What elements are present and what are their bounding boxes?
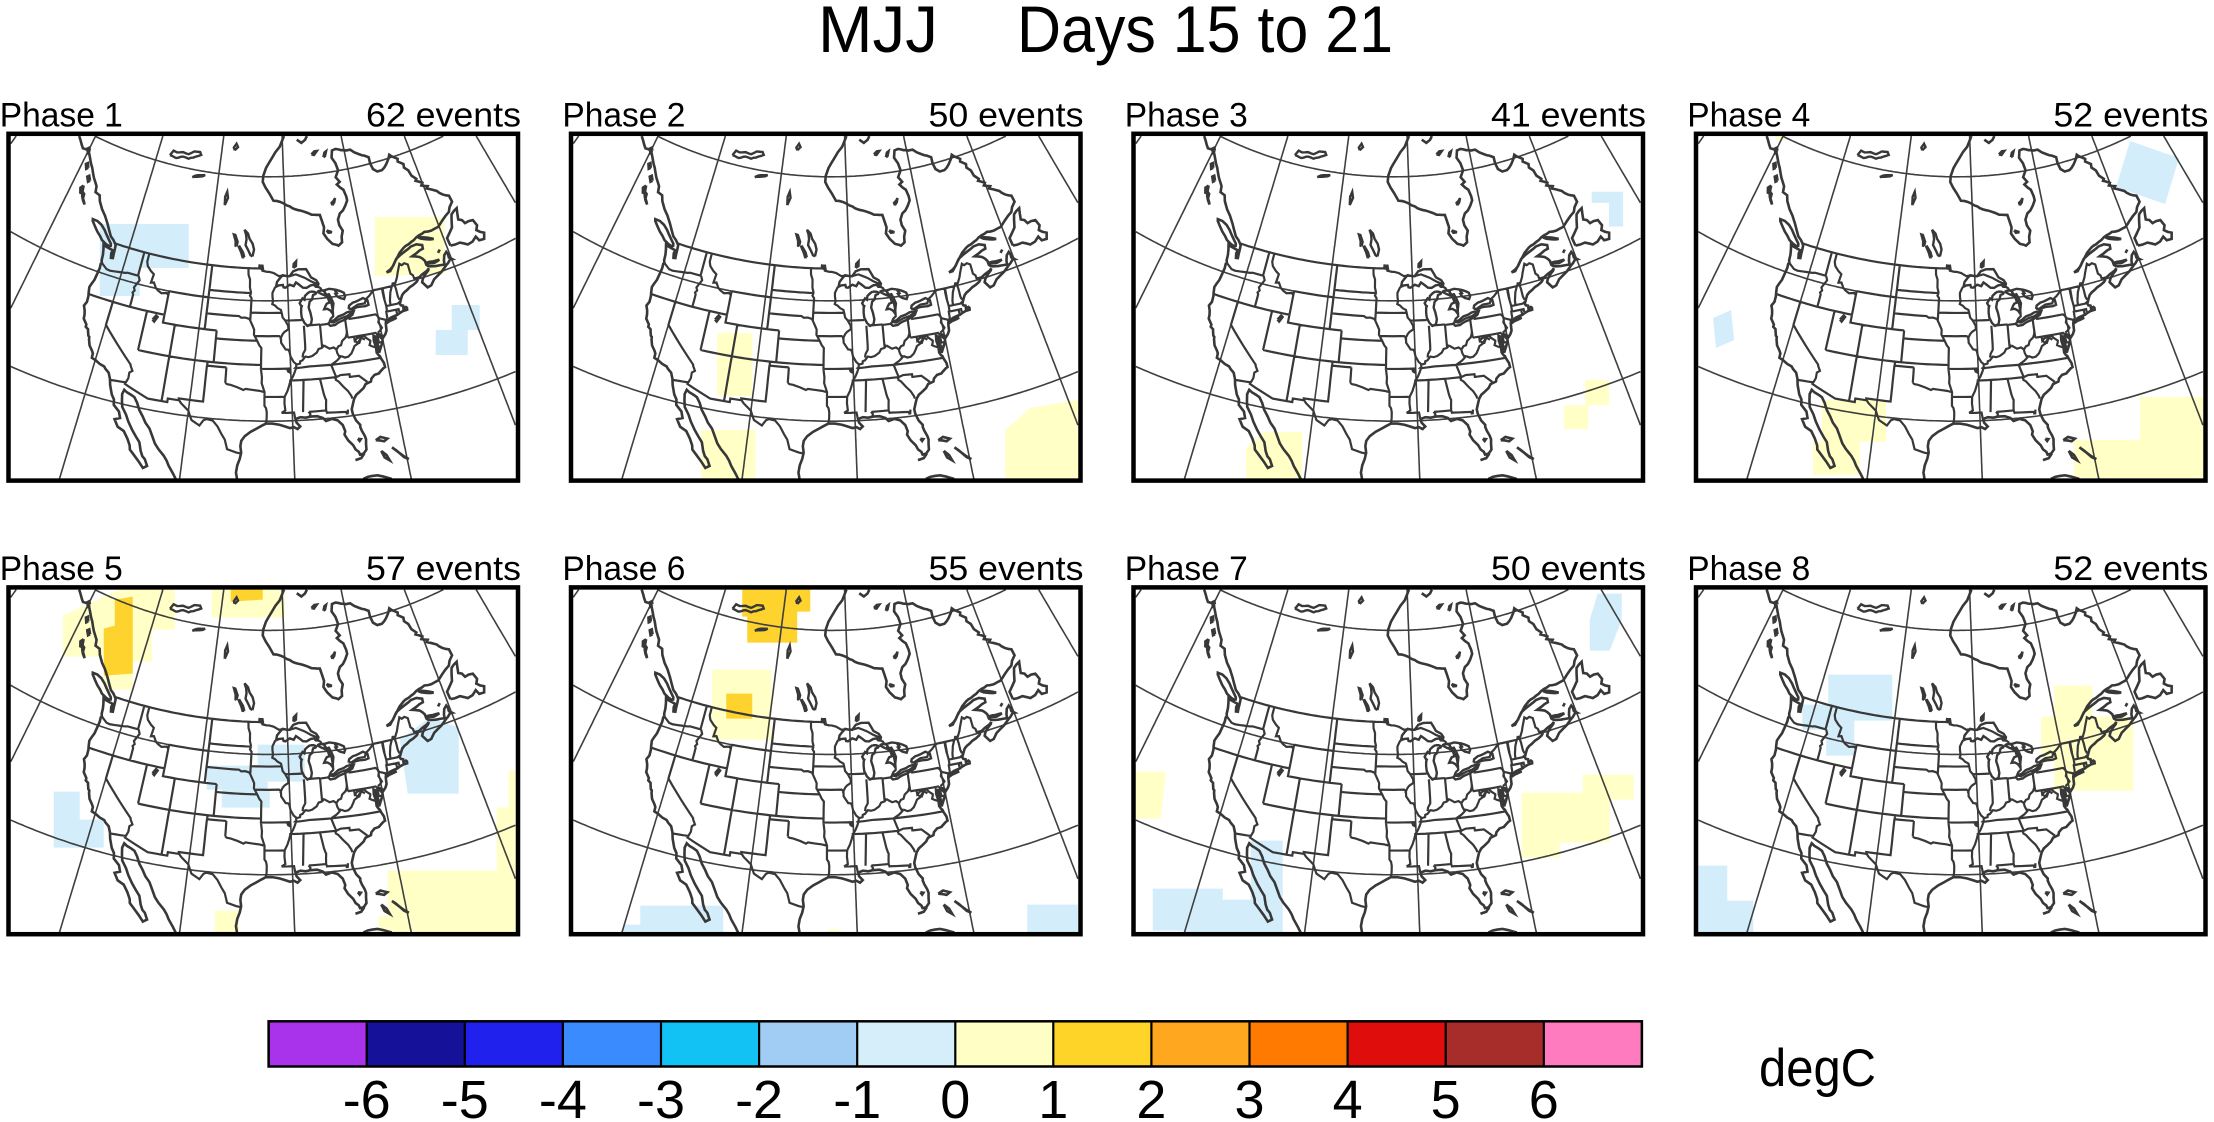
svg-text:Days 15 to 21: Days 15 to 21 (1017, 0, 1393, 66)
svg-text:5: 5 (1431, 1070, 1461, 1122)
svg-text:52 events: 52 events (2053, 550, 2208, 588)
svg-text:-5: -5 (441, 1070, 489, 1122)
svg-text:6: 6 (1529, 1070, 1559, 1122)
svg-text:-1: -1 (833, 1070, 881, 1122)
svg-text:-4: -4 (539, 1070, 587, 1122)
svg-text:-6: -6 (343, 1070, 391, 1122)
svg-text:4: 4 (1333, 1070, 1363, 1122)
svg-text:62 events: 62 events (366, 97, 521, 135)
svg-text:-3: -3 (637, 1070, 685, 1122)
svg-text:52 events: 52 events (2053, 97, 2208, 135)
svg-text:Phase 3: Phase 3 (1125, 97, 1248, 135)
svg-text:Phase 7: Phase 7 (1125, 550, 1248, 588)
svg-text:41 events: 41 events (1491, 97, 1646, 135)
svg-text:Phase 6: Phase 6 (562, 550, 685, 588)
svg-text:degC: degC (1759, 1039, 1876, 1098)
svg-text:57 events: 57 events (366, 550, 521, 588)
svg-text:Phase 4: Phase 4 (1687, 97, 1810, 135)
svg-text:-2: -2 (735, 1070, 783, 1122)
svg-text:55 events: 55 events (929, 550, 1084, 588)
svg-text:Phase 5: Phase 5 (0, 550, 123, 588)
svg-text:0: 0 (940, 1070, 970, 1122)
svg-text:Phase 2: Phase 2 (562, 97, 685, 135)
svg-text:1: 1 (1038, 1070, 1068, 1122)
svg-text:Phase 1: Phase 1 (0, 97, 123, 135)
svg-text:3: 3 (1234, 1070, 1264, 1122)
svg-text:Phase 8: Phase 8 (1687, 550, 1810, 588)
svg-text:50 events: 50 events (1491, 550, 1646, 588)
svg-text:2: 2 (1136, 1070, 1166, 1122)
svg-text:MJJ: MJJ (818, 0, 938, 66)
svg-text:50 events: 50 events (929, 97, 1084, 135)
